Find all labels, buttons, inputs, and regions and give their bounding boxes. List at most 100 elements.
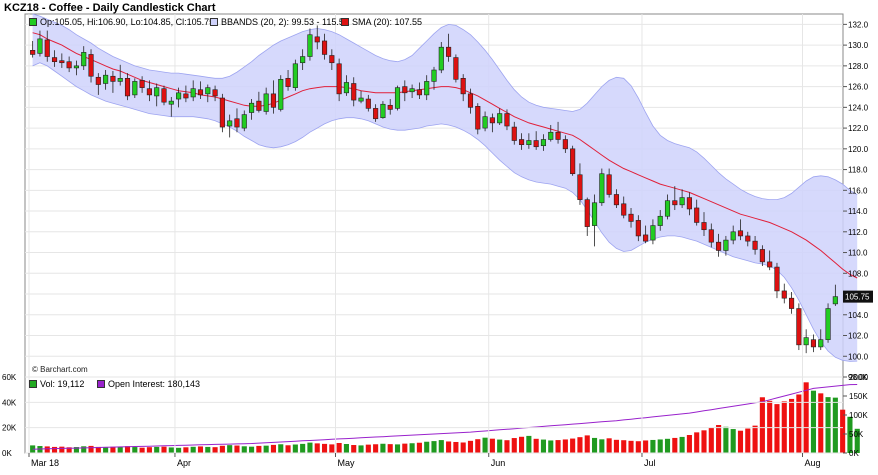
price-tick-label: 126.0 [848,83,869,92]
candle-up [117,78,123,82]
candle-down [796,308,802,346]
candle-down [139,80,145,88]
volume-bar-up [730,429,736,453]
candle-down [183,93,189,99]
volume-bar-down [584,435,590,453]
sma-line [32,32,858,279]
volume-bar-down [519,436,525,453]
volume-bar-down [51,446,58,453]
candle-up [650,225,656,241]
oi-right-tick-label: 0K [849,449,859,458]
price-tick-label: 124.0 [848,103,869,112]
legend-sma-text: SMA (20): 107.55 [352,17,423,27]
legend-oi-swatch [97,380,105,388]
volume-bar-up [241,446,247,453]
candle-down [562,139,568,150]
volume-bar-down [745,428,751,453]
candle-down [672,200,678,206]
volume-bar-down [329,444,335,453]
volume-bar-up [205,446,211,453]
candle-down [387,104,393,110]
volume-bar-up [154,446,160,453]
candle-down [686,197,692,210]
candle-up [591,202,598,226]
candle-down [475,106,481,130]
volume-bar-up [650,439,656,453]
volume-bar-down [686,435,692,453]
volume-bar-up [168,447,174,453]
volume-bar-up [300,443,306,453]
volume-left-tick-label: 40K [2,398,17,407]
x-tick-label: Jul [644,458,656,468]
candle-up [37,38,43,54]
last-price-box [843,290,873,303]
bollinger-bands [32,13,858,362]
candle-down [533,140,539,148]
volume-bar-down [139,447,145,453]
candle-down [737,230,744,237]
candle-down [446,46,452,57]
volume-bar-down [767,400,773,453]
volume-panel [24,376,844,454]
candle-up [438,46,444,71]
candle-up [409,88,415,93]
candle-up [380,103,386,119]
candle-down [584,199,590,227]
candle-up [300,56,306,64]
volume-bar-up [343,444,349,453]
volume-bar-down [635,441,641,453]
candle-up [278,79,284,110]
volume-bar-down [701,430,707,453]
volume-panel-frame [24,376,844,454]
volume-bar-down [446,441,452,453]
volume-bar-down [759,397,765,453]
candle-down [716,241,722,251]
volume-bar-up [278,444,284,453]
candle-down [453,57,459,80]
candle-down [504,113,510,127]
candle-up [103,74,109,84]
volume-bar-up [132,447,138,453]
candle-up [358,97,364,102]
candle-up [176,92,182,100]
volume-bar-up [190,446,196,453]
candle-up [168,100,174,105]
volume-bar-down [351,445,357,453]
candle-down [708,229,714,243]
candle-down [285,78,291,87]
volume-bar-down [555,440,561,453]
volume-bar-down [781,401,787,453]
candle-up [424,81,430,96]
volume-left-tick-label: 20K [2,424,17,433]
volume-bar-up [37,446,43,453]
volume-bar-down [504,440,510,453]
volume-bar-down [197,446,204,453]
chart-title: KCZ18 - Coffee - Daily Candlestick Chart [4,2,216,14]
volume-bar-up [176,447,182,453]
volume-bar-down [219,445,225,453]
legend-bbands: BBANDS (20, 2): 99.53 - 115.58 [210,17,349,27]
candle-down [460,78,466,95]
volume-bar-down [621,440,627,453]
volume-bar-up [227,445,233,453]
candle-down [416,89,422,96]
x-axis: Mar 18 Apr May Jun Jul Aug [28,377,821,468]
volume-bar-up [832,397,838,453]
candle-down [329,55,335,64]
candle-down [212,89,218,97]
volume-bar-up [679,436,685,453]
volume-bar-down [183,447,189,453]
candle-up [73,65,79,69]
volume-left-tick-label: 0K [2,449,12,458]
candle-up [526,140,532,145]
candle-down [570,148,576,175]
volume-bar-up [810,390,817,453]
volume-bar-up [540,439,547,453]
candle-down [555,131,561,140]
legend-ohlc: Op:105.05, Hi:106.90, Lo:104.85, Cl:105.… [29,17,214,27]
sma-20-line [32,32,858,279]
candle-up [679,197,685,206]
candle-down [759,249,765,263]
legend-sma: SMA (20): 107.55 [341,17,422,27]
candle-down [351,83,357,101]
